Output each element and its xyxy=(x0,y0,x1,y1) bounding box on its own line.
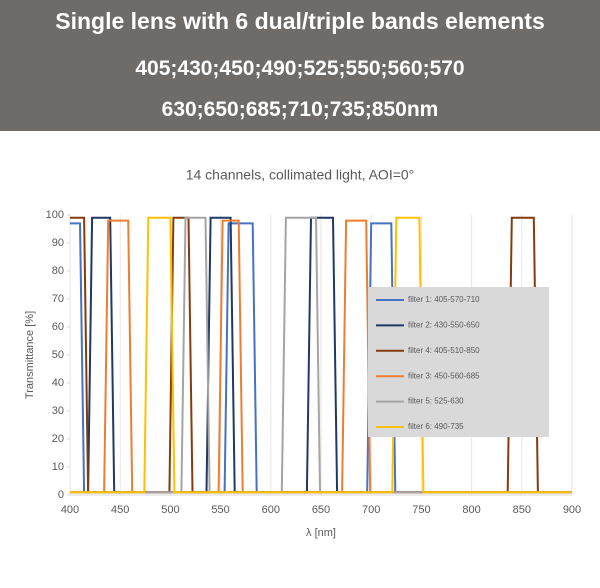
x-tick-label: 650 xyxy=(312,504,330,516)
header-line: 405;430;450;490;525;550;560;570 xyxy=(135,57,465,80)
series-line xyxy=(70,219,572,494)
y-tick-label: 100 xyxy=(46,209,64,221)
series-line xyxy=(70,222,572,494)
y-axis-label: Transmittance [%] xyxy=(24,311,36,399)
y-tick-label: 40 xyxy=(52,377,64,389)
legend-label: filter 2: 430-550-650 xyxy=(408,321,480,330)
header-title: Single lens with 6 dual/triple bands ele… xyxy=(55,8,545,34)
x-tick-label: 800 xyxy=(462,504,480,516)
x-tick-label: 500 xyxy=(161,504,179,516)
y-tick-label: 80 xyxy=(52,265,64,277)
chart-title: 14 channels, collimated light, AOI=0° xyxy=(186,167,415,183)
y-tick-label: 30 xyxy=(52,405,64,417)
x-tick-label: 900 xyxy=(563,504,581,516)
legend-label: filter 3: 450-560-685 xyxy=(408,371,480,380)
legend-label: filter 6: 490-735 xyxy=(408,422,464,431)
y-tick-label: 10 xyxy=(52,461,64,473)
y-tick-label: 60 xyxy=(52,321,64,333)
x-tick-label: 700 xyxy=(362,504,380,516)
x-tick-label: 750 xyxy=(412,504,430,516)
y-tick-label: 20 xyxy=(52,433,64,445)
header-line: 630;650;685;710;735;850nm xyxy=(161,98,439,121)
y-tick-label: 90 xyxy=(52,237,64,249)
x-tick-label: 450 xyxy=(111,504,129,516)
legend-label: filter 1: 405-570-710 xyxy=(408,295,480,304)
x-tick-label: 600 xyxy=(262,504,280,516)
header: Single lens with 6 dual/triple bands ele… xyxy=(0,0,600,131)
legend-label: filter 5: 525-630 xyxy=(408,397,464,406)
legend-box xyxy=(368,287,549,437)
series-line xyxy=(70,216,572,494)
y-tick-label: 0 xyxy=(58,489,64,501)
x-tick-label: 400 xyxy=(61,504,79,516)
series-line xyxy=(70,216,572,494)
y-tick-label: 50 xyxy=(52,349,64,361)
x-tick-label: 550 xyxy=(211,504,229,516)
y-tick-label: 70 xyxy=(52,293,64,305)
x-tick-label: 850 xyxy=(513,504,531,516)
legend-label: filter 4: 405-510-850 xyxy=(408,346,480,355)
x-axis-label: λ [nm] xyxy=(306,527,336,539)
